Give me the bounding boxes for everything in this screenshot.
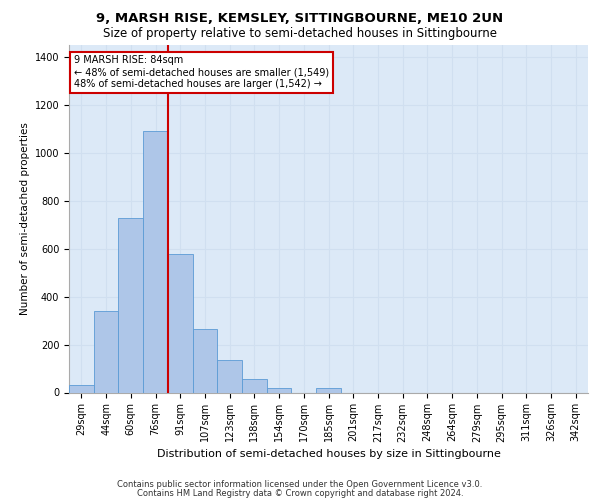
- Bar: [267, 388, 292, 392]
- Text: 9, MARSH RISE, KEMSLEY, SITTINGBOURNE, ME10 2UN: 9, MARSH RISE, KEMSLEY, SITTINGBOURNE, M…: [97, 12, 503, 24]
- Bar: [316, 388, 341, 392]
- X-axis label: Distribution of semi-detached houses by size in Sittingbourne: Distribution of semi-detached houses by …: [157, 448, 500, 458]
- Bar: [168, 254, 193, 392]
- Bar: [242, 380, 267, 392]
- Y-axis label: Number of semi-detached properties: Number of semi-detached properties: [20, 122, 31, 315]
- Bar: [94, 311, 118, 392]
- Text: Contains HM Land Registry data © Crown copyright and database right 2024.: Contains HM Land Registry data © Crown c…: [137, 488, 463, 498]
- Bar: [118, 218, 143, 392]
- Text: Contains public sector information licensed under the Open Government Licence v3: Contains public sector information licen…: [118, 480, 482, 489]
- Bar: [193, 329, 217, 392]
- Bar: [69, 386, 94, 392]
- Text: 9 MARSH RISE: 84sqm
← 48% of semi-detached houses are smaller (1,549)
48% of sem: 9 MARSH RISE: 84sqm ← 48% of semi-detach…: [74, 56, 329, 88]
- Text: Size of property relative to semi-detached houses in Sittingbourne: Size of property relative to semi-detach…: [103, 28, 497, 40]
- Bar: [143, 132, 168, 392]
- Bar: [217, 360, 242, 392]
